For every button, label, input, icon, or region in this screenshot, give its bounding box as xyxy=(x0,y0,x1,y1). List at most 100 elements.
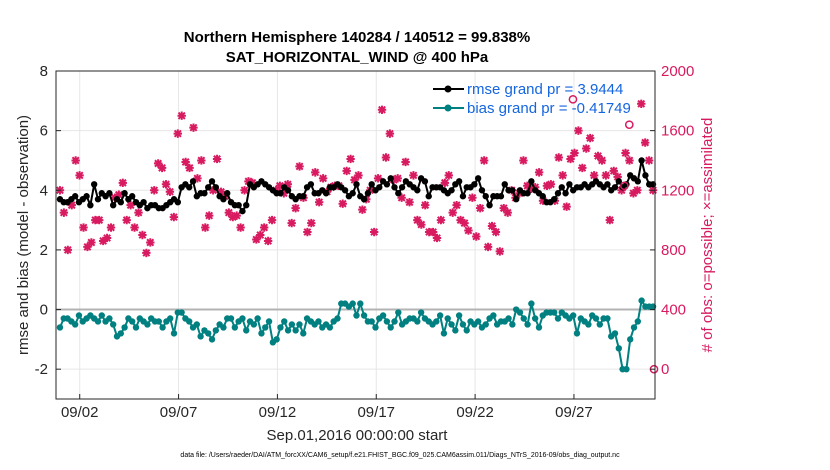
obs-marker xyxy=(589,171,599,180)
bias-point xyxy=(109,321,117,328)
bias-point xyxy=(227,315,235,322)
legend-bias-marker xyxy=(444,104,452,112)
obs-marker xyxy=(538,196,548,205)
obs-marker xyxy=(181,157,190,167)
bias-point xyxy=(144,321,151,328)
obs-marker xyxy=(232,211,241,220)
bias-point xyxy=(132,324,140,331)
obs-marker xyxy=(177,111,186,120)
rmse-point xyxy=(455,178,463,185)
bias-point xyxy=(463,327,470,334)
bias-point xyxy=(414,318,421,325)
tick-label-left: 8 xyxy=(40,63,48,80)
rmse-point xyxy=(425,193,432,200)
bias-point xyxy=(239,315,246,322)
rmse-point xyxy=(604,181,611,188)
rmse-point xyxy=(497,193,505,200)
rmse-point xyxy=(349,190,356,197)
tick-label-x: 09/27 xyxy=(555,404,593,421)
obs-marker xyxy=(570,148,579,158)
obs-marker xyxy=(342,166,351,176)
rmse-point xyxy=(341,187,349,194)
bias-point xyxy=(277,324,284,331)
obs-marker xyxy=(444,171,453,180)
obs-marker xyxy=(153,159,163,168)
obs-marker xyxy=(460,218,469,228)
rmse-point xyxy=(128,193,136,200)
obs-marker xyxy=(546,180,556,189)
obs-marker xyxy=(114,190,124,199)
rmse-point xyxy=(208,178,216,185)
obs-marker xyxy=(385,129,395,138)
obs-marker xyxy=(216,187,226,196)
bias-point xyxy=(98,312,105,319)
rmse-point xyxy=(90,181,98,188)
bias-point xyxy=(383,318,391,325)
bias-point xyxy=(220,324,227,331)
series-rmse xyxy=(56,157,657,215)
rmse-point xyxy=(322,190,330,197)
bias-point xyxy=(349,300,356,307)
tick-label-x: 09/07 xyxy=(160,404,198,421)
obs-marker xyxy=(499,203,508,213)
obs-marker xyxy=(566,154,575,164)
rmse-point xyxy=(478,187,486,194)
bias-point xyxy=(455,312,463,319)
tick-label-right: 800 xyxy=(661,242,686,259)
rmse-point xyxy=(615,178,623,185)
obs-marker xyxy=(263,236,273,246)
bias-point xyxy=(417,309,425,316)
obs-marker xyxy=(640,138,650,147)
obs-marker xyxy=(381,153,391,162)
obs-marker xyxy=(472,232,481,241)
tick-label-right: 400 xyxy=(661,302,686,319)
bias-point xyxy=(334,315,341,322)
left-axis-ticks: -2 0 2 4 6 8 xyxy=(35,63,61,378)
rmse-point xyxy=(528,178,535,185)
bias-point xyxy=(208,336,216,343)
bias-point xyxy=(535,324,543,331)
rmse-point xyxy=(501,181,508,188)
rmse-point xyxy=(121,190,128,197)
obs-marker xyxy=(389,175,399,185)
bias-point xyxy=(395,309,402,316)
rmse-point xyxy=(87,201,94,209)
rmse-point xyxy=(634,178,642,185)
rmse-point xyxy=(459,193,467,200)
obs-marker xyxy=(440,178,450,188)
bias-point xyxy=(193,321,201,328)
bias-point xyxy=(391,318,398,325)
legend-rmse-marker xyxy=(444,85,452,93)
rmse-point xyxy=(550,196,558,203)
tick-label-right: 2000 xyxy=(661,63,694,80)
legend-bias-label: bias grand pr = -0.41749 xyxy=(467,100,631,117)
rmse-point xyxy=(71,193,79,200)
obs-marker xyxy=(491,227,501,237)
obs-marker xyxy=(75,171,84,180)
obs-marker xyxy=(193,174,202,183)
rmse-point xyxy=(201,190,208,197)
legend: rmse grand pr = 3.9444 bias grand pr = -… xyxy=(433,81,631,117)
obs-marker xyxy=(314,198,324,207)
bias-point xyxy=(292,327,299,334)
bias-point xyxy=(433,318,440,325)
obs-marker xyxy=(283,180,292,189)
tick-label-right: 1600 xyxy=(661,123,694,140)
rmse-point xyxy=(307,181,315,188)
bias-point xyxy=(604,315,611,322)
obs-marker xyxy=(585,133,595,143)
obs-marker xyxy=(83,242,92,252)
rmse-point xyxy=(474,175,482,182)
obs-marker xyxy=(468,193,477,202)
obs-marker xyxy=(87,238,96,247)
obs-marker xyxy=(401,157,410,167)
obs-marker xyxy=(397,193,406,202)
obs-marker xyxy=(150,186,159,195)
rmse-point xyxy=(189,178,197,185)
obs-marker xyxy=(503,208,512,217)
y-axis-label: rmse and bias (model - observation) xyxy=(15,115,32,355)
tick-label-x: 09/17 xyxy=(357,404,395,421)
rmse-point xyxy=(212,184,220,191)
rmse-point xyxy=(277,190,284,197)
bias-point xyxy=(615,345,623,352)
